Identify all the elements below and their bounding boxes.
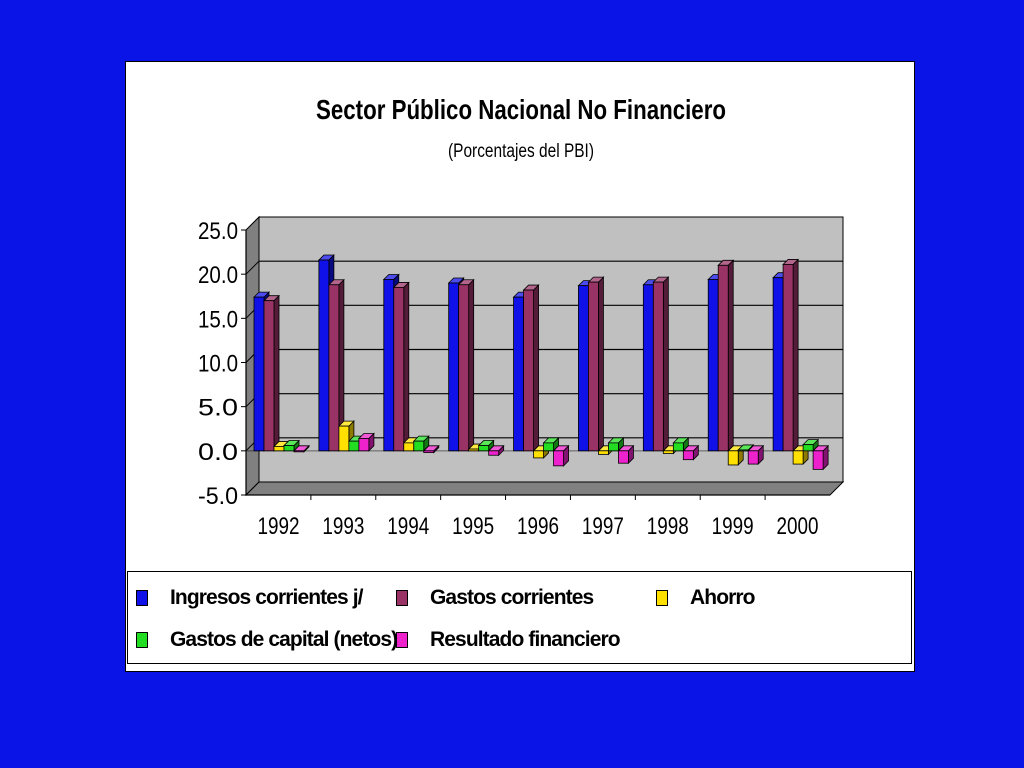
legend-swatch: [396, 590, 408, 606]
legend-swatch: [136, 632, 148, 648]
x-tick-label: 1995: [452, 513, 494, 540]
legend-label: Gastos corrientes: [430, 586, 594, 609]
bar: [552, 444, 570, 467]
bar: [717, 259, 735, 452]
bar: [747, 444, 765, 466]
y-tick-label: 0.0: [198, 439, 238, 466]
bar: [682, 444, 700, 461]
legend-swatch: [136, 590, 148, 606]
bar: [392, 281, 410, 452]
legend-item: Resultado financiero: [396, 626, 621, 654]
y-tick-label: 15.0: [198, 306, 238, 333]
bar: [422, 444, 440, 454]
legend-label: Resultado financiero: [430, 628, 621, 651]
bar: [587, 276, 605, 452]
legend-swatch: [396, 632, 408, 648]
y-tick-label: -5.0: [198, 483, 238, 510]
legend-swatch: [656, 590, 668, 606]
legend-label: Ingresos corrientes j/: [170, 586, 364, 609]
chart: Sector Público Nacional No Financiero (P…: [198, 94, 845, 540]
bar: [782, 258, 800, 452]
bar: [652, 276, 670, 452]
x-tick-label: 1993: [322, 513, 364, 540]
bar: [812, 444, 830, 471]
chart-panel: Sector Público Nacional No Financiero (P…: [125, 61, 915, 672]
x-tick-label: 1998: [647, 513, 689, 540]
bar: [412, 435, 430, 452]
legend-label: Gastos de capital (netos): [170, 628, 398, 651]
bar: [283, 439, 300, 452]
bar: [263, 294, 280, 452]
y-tick-label: 25.0: [198, 218, 238, 245]
bar: [327, 278, 345, 452]
legend: Ingresos corrientes j/Gastos corrientes A…: [127, 571, 912, 664]
x-tick-label: 1999: [712, 513, 754, 540]
y-tick-label: 10.0: [198, 351, 238, 378]
x-tick-label: 1997: [582, 513, 624, 540]
chart-subtitle: (Porcentajes del PBI): [448, 141, 594, 162]
x-tick-label: 1996: [517, 513, 559, 540]
y-tick-label: 20.0: [198, 262, 238, 289]
x-tick-label: 1994: [387, 513, 429, 540]
x-tick-label: 2000: [777, 513, 819, 540]
bar: [477, 439, 495, 452]
axes-group: 25.0 20.0 15.0 10.0 5.0 0.0 -5.0 1992 1993 1994 19…: [198, 218, 830, 540]
bar: [487, 444, 505, 457]
bar: [522, 284, 540, 452]
legend-item: Gastos de capital (netos): [136, 626, 398, 654]
bar: [457, 278, 475, 452]
x-tick-label: 1992: [257, 513, 299, 540]
bar: [357, 432, 375, 452]
chart-title: Sector Público Nacional No Financiero: [316, 94, 726, 125]
legend-label: Ahorro: [690, 586, 755, 609]
legend-item: Ahorro: [656, 584, 755, 612]
bar: [617, 444, 635, 465]
plot-floor: [244, 481, 845, 496]
y-tick-label: 5.0: [198, 395, 238, 422]
legend-item: Ingresos corrientes j/: [136, 584, 364, 612]
gridline-side: [245, 260, 260, 275]
legend-item: Gastos corrientes: [396, 584, 594, 612]
bar: [293, 444, 310, 453]
bar: [542, 436, 560, 452]
bars-group: [253, 254, 830, 471]
